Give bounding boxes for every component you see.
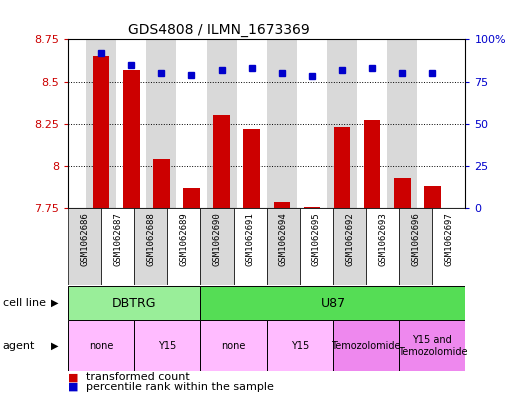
Text: GSM1062693: GSM1062693	[378, 212, 387, 266]
Bar	[327, 39, 357, 208]
Text: DBTRG: DBTRG	[112, 296, 156, 310]
Bar	[417, 39, 447, 208]
Bar	[274, 202, 290, 208]
Bar	[68, 286, 200, 320]
Text: GSM1062692: GSM1062692	[345, 212, 354, 266]
Bar	[366, 208, 399, 285]
Bar	[236, 39, 267, 208]
Bar	[333, 208, 366, 285]
Text: ■: ■	[68, 372, 78, 382]
Text: GSM1062697: GSM1062697	[445, 212, 453, 266]
Bar	[304, 207, 320, 208]
Bar	[207, 39, 236, 208]
Bar	[116, 39, 146, 208]
Bar	[101, 208, 134, 285]
Bar	[333, 320, 399, 371]
Text: GSM1062696: GSM1062696	[411, 212, 420, 266]
Text: GSM1062686: GSM1062686	[80, 212, 89, 266]
Bar	[167, 208, 200, 285]
Text: Temozolomide: Temozolomide	[332, 341, 401, 351]
Text: ▶: ▶	[51, 298, 59, 308]
Bar	[123, 70, 140, 208]
Text: percentile rank within the sample: percentile rank within the sample	[86, 382, 274, 392]
Bar	[134, 320, 200, 371]
Bar	[387, 39, 417, 208]
Bar	[146, 39, 176, 208]
Text: ■: ■	[68, 382, 78, 392]
Bar	[300, 208, 333, 285]
Bar	[267, 320, 333, 371]
Bar	[399, 320, 465, 371]
Bar	[364, 120, 380, 208]
Text: Y15 and
Temozolomide: Y15 and Temozolomide	[397, 335, 467, 356]
Bar	[134, 208, 167, 285]
Bar	[234, 208, 267, 285]
Bar	[267, 208, 300, 285]
Bar	[213, 115, 230, 208]
Text: GSM1062689: GSM1062689	[179, 212, 188, 266]
Text: Y15: Y15	[158, 341, 176, 351]
Text: agent: agent	[3, 341, 35, 351]
Bar	[357, 39, 387, 208]
Bar	[424, 186, 441, 208]
Bar	[200, 320, 267, 371]
Text: ▶: ▶	[51, 341, 59, 351]
Text: GSM1062695: GSM1062695	[312, 212, 321, 266]
Bar	[183, 188, 200, 208]
Bar	[243, 129, 260, 208]
Text: transformed count: transformed count	[86, 372, 190, 382]
Bar	[200, 208, 234, 285]
Bar	[267, 39, 297, 208]
Text: GSM1062688: GSM1062688	[146, 212, 155, 266]
Text: cell line: cell line	[3, 298, 46, 308]
Bar	[176, 39, 207, 208]
Text: GSM1062687: GSM1062687	[113, 212, 122, 266]
Bar	[297, 39, 327, 208]
Text: none: none	[89, 341, 113, 351]
Bar	[200, 286, 465, 320]
Text: GSM1062691: GSM1062691	[246, 212, 255, 266]
Bar	[86, 39, 116, 208]
Bar	[68, 208, 101, 285]
Bar	[153, 159, 169, 208]
Bar	[68, 320, 134, 371]
Text: GSM1062690: GSM1062690	[212, 212, 222, 266]
Bar	[394, 178, 411, 208]
Text: GDS4808 / ILMN_1673369: GDS4808 / ILMN_1673369	[128, 23, 310, 37]
Bar	[433, 208, 465, 285]
Bar	[334, 127, 350, 208]
Text: none: none	[221, 341, 246, 351]
Text: Y15: Y15	[291, 341, 309, 351]
Bar	[93, 56, 109, 208]
Bar	[399, 208, 433, 285]
Text: GSM1062694: GSM1062694	[279, 212, 288, 266]
Text: U87: U87	[321, 296, 346, 310]
